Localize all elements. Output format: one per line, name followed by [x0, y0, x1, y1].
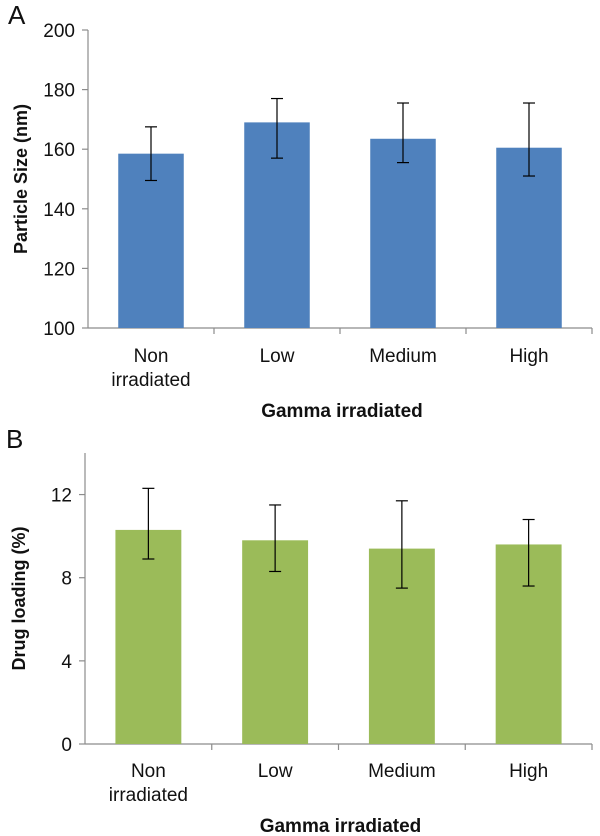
- panel-label: B: [6, 424, 23, 454]
- x-axis-title: Gamma irradiated: [261, 401, 423, 422]
- bar: [118, 153, 184, 328]
- chart-panel-a: A 100 120 140 160 180 200 Particle Size (nm) Non…: [8, 0, 593, 422]
- x-axis-title: Gamma irradiated: [260, 816, 422, 836]
- x-tick-label: Low: [260, 346, 295, 367]
- x-tick-label: High: [509, 346, 548, 367]
- chart-panel-b: B 0 4 8 12 Drug loading (%) Non irradiated Low Me…: [6, 424, 593, 836]
- bar: [370, 138, 436, 328]
- bar: [496, 147, 562, 328]
- y-tick-label: 200: [43, 21, 75, 42]
- bar: [115, 529, 182, 744]
- panel-label: A: [8, 0, 26, 30]
- y-axis-title: Drug loading (%): [9, 527, 29, 671]
- y-axis-title: Particle Size (nm): [11, 104, 31, 254]
- y-tick-label: 0: [61, 735, 72, 756]
- x-tick-label: Low: [258, 761, 293, 782]
- y-tick-label: 180: [43, 81, 75, 102]
- x-tick-label: irradiated: [111, 370, 190, 391]
- x-tick-label: irradiated: [109, 785, 188, 806]
- y-tick-label: 140: [43, 200, 75, 221]
- y-tick-label: 12: [51, 486, 72, 507]
- x-tick-label: Medium: [369, 346, 437, 367]
- x-tick-label: Non: [131, 761, 166, 782]
- y-tick-label: 4: [61, 652, 72, 673]
- y-tick-label: 120: [43, 259, 75, 280]
- bar: [242, 540, 309, 744]
- x-tick-label: High: [509, 761, 548, 782]
- y-tick-label: 160: [43, 140, 75, 161]
- y-tick-label: 8: [61, 569, 72, 590]
- x-tick-label: Non: [134, 346, 169, 367]
- x-tick-label: Medium: [368, 761, 436, 782]
- y-tick-label: 100: [43, 319, 75, 340]
